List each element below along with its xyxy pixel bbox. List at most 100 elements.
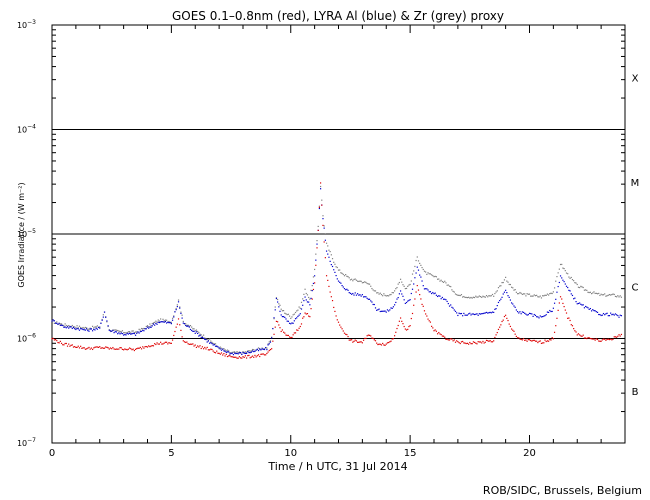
series-point [347, 276, 349, 278]
series-point [106, 320, 108, 322]
series-point [563, 268, 565, 270]
series-point [331, 300, 334, 302]
series-point [475, 342, 477, 344]
series-point [263, 354, 266, 356]
series-point [514, 306, 516, 308]
series-point [174, 311, 176, 313]
series-point [345, 274, 347, 276]
series-point [299, 325, 301, 328]
series-point [404, 302, 406, 305]
series-point [329, 260, 331, 262]
series-point [409, 299, 411, 301]
series-point [546, 293, 549, 295]
series-point [205, 338, 207, 341]
series-point [618, 334, 620, 336]
series-point [436, 278, 439, 280]
series-point [581, 335, 583, 337]
series-point [130, 348, 132, 350]
series-point [502, 281, 504, 284]
series-point [223, 348, 225, 350]
series-point [436, 333, 439, 335]
series-point [139, 346, 141, 349]
series-point [86, 327, 88, 329]
series-point [250, 351, 252, 353]
series-point [415, 291, 417, 293]
series-point [255, 356, 257, 358]
series-point [601, 294, 603, 296]
series-point [408, 325, 410, 328]
series-point [448, 339, 451, 341]
series-point [114, 329, 116, 331]
series-point [181, 317, 183, 319]
series-point [371, 301, 373, 303]
series-point [585, 289, 587, 291]
series-point [152, 345, 155, 347]
series-point [279, 304, 281, 306]
series-point [182, 340, 184, 342]
series-point [429, 321, 432, 323]
series-point [112, 346, 114, 349]
series-point [407, 328, 409, 330]
series-point [93, 327, 95, 329]
series-point [267, 351, 269, 353]
series-point [300, 301, 303, 303]
series-point [259, 355, 261, 358]
series-point [223, 353, 225, 355]
series-point [60, 323, 63, 325]
series-point [499, 285, 501, 287]
series-point [83, 329, 85, 331]
series-point [428, 291, 430, 293]
series-point [245, 357, 248, 359]
series-point [439, 280, 441, 282]
series-point [491, 293, 494, 296]
series-point [244, 355, 246, 357]
series-point [53, 320, 55, 322]
series-point [120, 331, 122, 333]
series-point [249, 357, 251, 359]
series-point [322, 218, 324, 220]
series-point [311, 298, 313, 300]
series-point [407, 285, 409, 287]
series-point [268, 341, 270, 343]
series-point [556, 276, 558, 278]
series-point [564, 283, 566, 285]
series-point [302, 304, 304, 306]
series-point [497, 301, 500, 304]
series-point [212, 342, 214, 345]
series-point [415, 259, 417, 262]
series-point [297, 309, 299, 311]
series-point [248, 354, 250, 357]
series-point [83, 347, 85, 349]
series-point [282, 309, 285, 312]
series-point [269, 340, 272, 342]
series-point [173, 334, 175, 337]
series-point [362, 339, 365, 341]
series-point [240, 357, 242, 359]
series-point [390, 340, 392, 342]
series-point [408, 284, 410, 286]
series-point [502, 319, 504, 321]
series-point [563, 305, 565, 308]
flare-class-label: B [632, 387, 639, 398]
series-point [473, 313, 476, 316]
series-point [94, 329, 96, 331]
series-point [278, 303, 280, 305]
series-point [72, 326, 75, 328]
series-point [260, 353, 262, 355]
series-point [195, 331, 198, 333]
series-point [510, 328, 513, 330]
series-point [162, 321, 164, 323]
series-point [394, 335, 396, 337]
series-point [416, 284, 418, 287]
series-point [267, 343, 269, 345]
series-point [574, 330, 576, 332]
flare-class-label: C [632, 282, 639, 293]
series-point [125, 348, 127, 351]
series-point [287, 313, 289, 315]
series-point [198, 331, 200, 334]
series-point [545, 314, 547, 316]
series-point [460, 341, 463, 343]
series-point [458, 294, 460, 296]
series-point [589, 337, 591, 340]
series-point [207, 339, 209, 341]
